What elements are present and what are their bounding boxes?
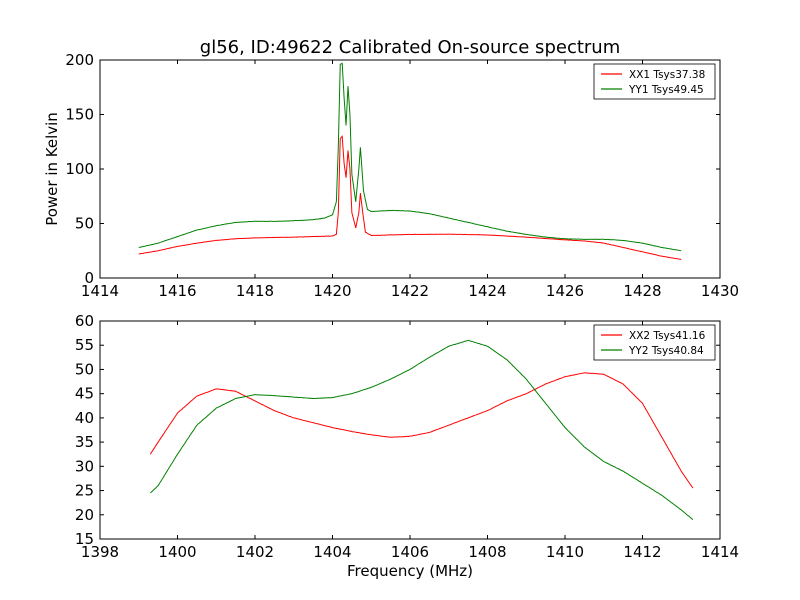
- bottom-plot-frame: [99, 320, 721, 540]
- top-y-tick-label-2: 100: [65, 160, 94, 178]
- bottom-x-tick-label-2: 1402: [236, 543, 274, 561]
- bottom-x-tick-label-3: 1404: [313, 543, 351, 561]
- top-x-tick-label-0: 1414: [81, 282, 119, 300]
- top-series-layer: [138, 62, 682, 260]
- bottom-y-tick-label-3: 30: [75, 457, 94, 475]
- bottom-x-tick-label-7: 1412: [623, 543, 661, 561]
- top-x-tick-label-6: 1426: [546, 282, 584, 300]
- bottom-y-tick-label-7: 50: [75, 360, 94, 378]
- bottom-x-tick-label-8: 1414: [701, 543, 739, 561]
- top-x-tick-label-4: 1422: [391, 282, 429, 300]
- bottom-y-tick-label-9: 60: [75, 312, 94, 330]
- bottom-tick-layer: 1398 1400 1402 1404 1406 1408 1410 1412 1414 15 20…: [75, 312, 739, 561]
- top-panel: gl56, ID:49622 Calibrated On-source spec…: [43, 37, 739, 300]
- top-x-tick-label-8: 1430: [701, 282, 739, 300]
- bottom-legend-box: [593, 324, 716, 361]
- bottom-series-layer: [149, 339, 694, 520]
- top-y-tick-label-0: 0: [84, 269, 94, 287]
- top-legend-label-xx1: XX1 Tsys37.38: [629, 69, 705, 81]
- bottom-y-tick-label-1: 20: [75, 506, 94, 524]
- bottom-y-tick-label-2: 25: [75, 482, 94, 500]
- bottom-y-tick-label-0: 15: [75, 530, 94, 548]
- bottom-series-line-1: [150, 339, 694, 520]
- top-x-tick-label-3: 1420: [313, 282, 351, 300]
- bottom-x-tick-label-6: 1410: [546, 543, 584, 561]
- top-tick-layer: 1414 1416 1418 1420 1422 1424 1426 1428 1430 0 50 1…: [65, 51, 739, 300]
- top-legend-box: [593, 63, 716, 100]
- top-y-tick-label-1: 50: [75, 215, 94, 233]
- top-x-tick-label-7: 1428: [623, 282, 661, 300]
- bottom-legend-label-yy2: YY2 Tsys40.84: [628, 345, 704, 357]
- top-x-tick-label-1: 1416: [158, 282, 196, 300]
- bottom-legend-label-xx2: XX2 Tsys41.16: [629, 330, 706, 342]
- top-x-tick-label-2: 1418: [236, 282, 274, 300]
- bottom-x-tick-label-5: 1408: [468, 543, 506, 561]
- bottom-y-tick-label-4: 35: [75, 433, 94, 451]
- bottom-legend: XX2 Tsys41.16 YY2 Tsys40.84: [593, 324, 716, 361]
- bottom-panel: Frequency (MHz) 1398 1400 1402 1404 1406 1408…: [75, 312, 739, 580]
- top-chart-title: gl56, ID:49622 Calibrated On-source spec…: [200, 37, 620, 58]
- top-plot-frame: [99, 59, 721, 279]
- bottom-x-tick-label-0: 1398: [81, 543, 119, 561]
- bottom-x-tick-label-4: 1406: [391, 543, 429, 561]
- top-x-tick-label-5: 1424: [468, 282, 506, 300]
- top-series-line-0: [138, 135, 682, 260]
- bottom-x-axis-label: Frequency (MHz): [347, 562, 473, 580]
- top-series-line-1: [138, 62, 682, 252]
- bottom-series-line-0: [149, 372, 694, 489]
- top-legend-label-yy1: YY1 Tsys49.45: [628, 84, 704, 96]
- top-y-tick-label-3: 150: [65, 106, 94, 124]
- top-y-tick-label-4: 200: [65, 51, 94, 69]
- bottom-x-tick-label-1: 1400: [158, 543, 196, 561]
- bottom-y-tick-label-6: 45: [75, 385, 94, 403]
- bottom-y-tick-label-8: 55: [75, 336, 94, 354]
- bottom-y-tick-label-5: 40: [75, 409, 94, 427]
- top-legend: XX1 Tsys37.38 YY1 Tsys49.45: [593, 63, 716, 100]
- top-y-axis-label: Power in Kelvin: [43, 112, 61, 226]
